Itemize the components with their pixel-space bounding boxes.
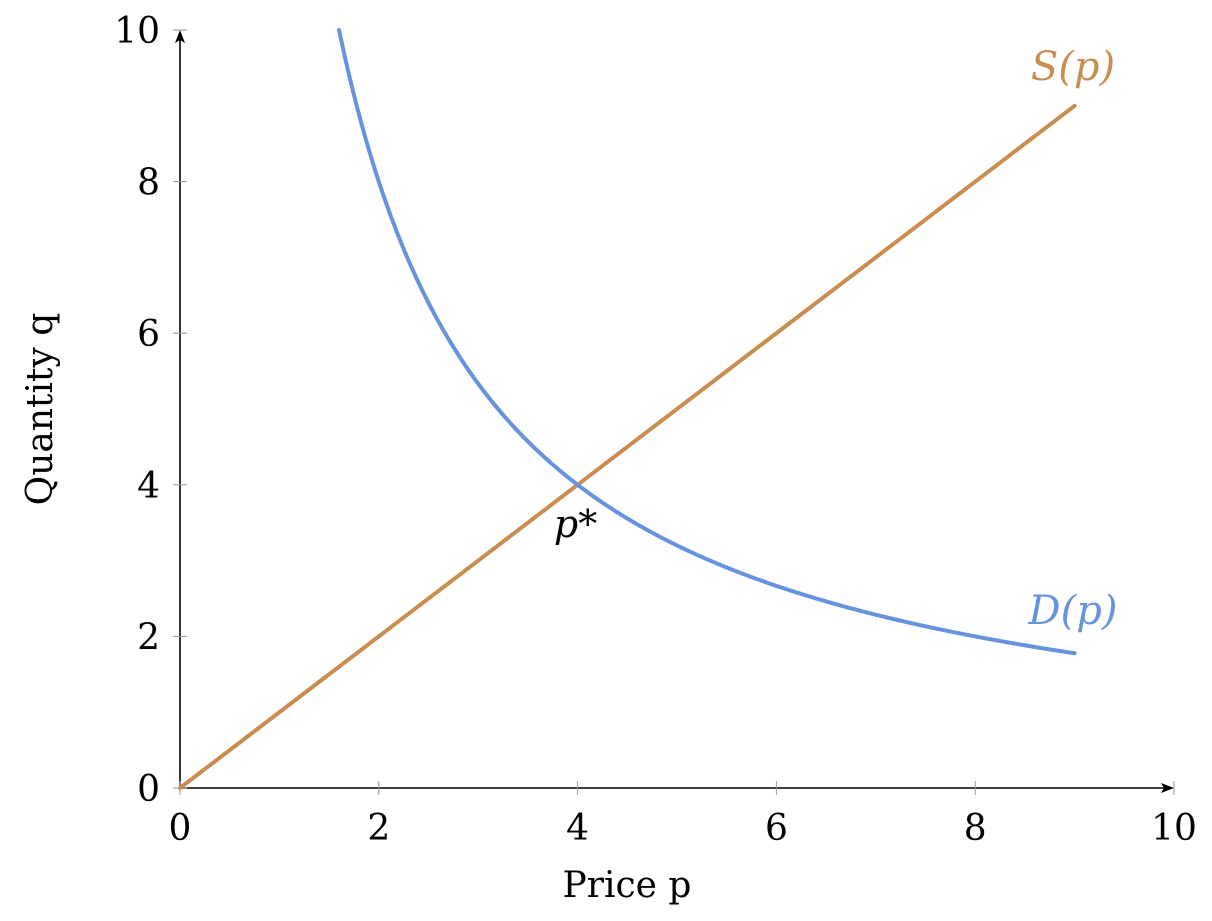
supply-line (178, 103, 1077, 790)
y-tick-label: 6 (137, 314, 160, 355)
y-tick-label: 8 (137, 163, 160, 204)
x-tick-label: 0 (169, 808, 192, 849)
x-axis-arrow (1161, 783, 1174, 793)
y-tick-label: 2 (137, 617, 160, 658)
x-axis-title: Price p (563, 865, 692, 906)
equilibrium-label: p* (554, 502, 597, 546)
axes (175, 30, 1174, 793)
y-tick-label: 4 (137, 466, 160, 507)
demand-curve (337, 28, 1077, 656)
x-tick-label: 4 (566, 808, 589, 849)
x-tick-label: 2 (367, 808, 390, 849)
x-tick-label: 10 (1151, 808, 1197, 849)
y-tick-label: 10 (114, 11, 160, 52)
y-axis-title: Quantity q (20, 313, 61, 506)
supply-label: S(p) (1031, 44, 1115, 90)
series-layer (178, 28, 1077, 790)
y-axis-arrow (175, 30, 185, 43)
y-tick-label: 0 (137, 769, 160, 810)
ticks: 0 2 4 6 8 10 0 2 4 6 8 10 (114, 11, 1197, 849)
x-tick-label: 6 (765, 808, 788, 849)
x-tick-label: 8 (964, 808, 987, 849)
demand-label: D(p) (1028, 588, 1118, 634)
labels: Price p Quantity q S(p) D(p) p* (20, 44, 1117, 906)
